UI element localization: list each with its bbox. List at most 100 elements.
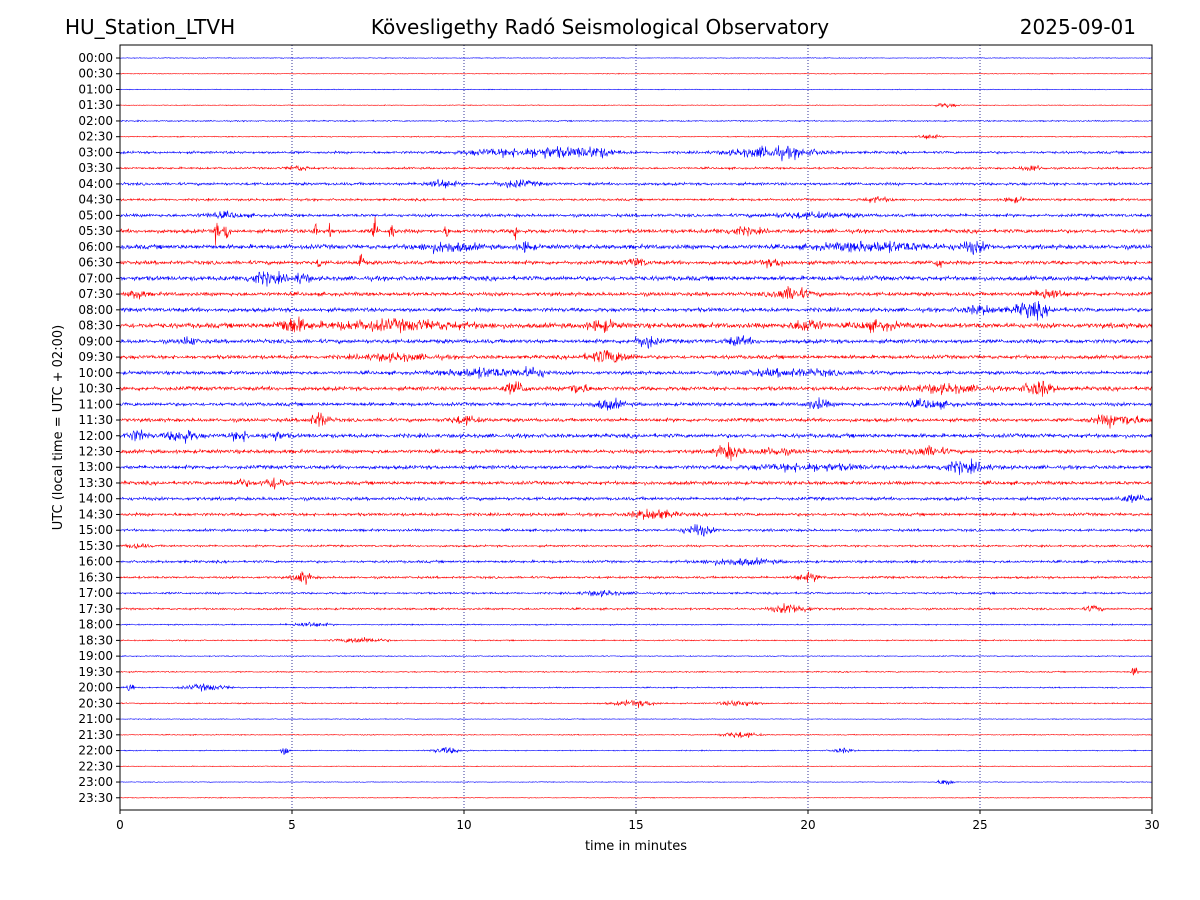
trace-row-0330 [119, 164, 1153, 172]
row-label: 09:00 [78, 334, 113, 348]
row-label: 22:30 [78, 759, 113, 773]
trace-row-0900 [119, 335, 1153, 349]
row-label: 16:30 [78, 570, 113, 584]
trace-row-1000 [119, 365, 1153, 379]
trace-row-0100 [119, 88, 1153, 91]
row-label: 04:30 [78, 193, 113, 207]
trace-row-1930 [119, 667, 1153, 676]
row-label: 06:00 [78, 240, 113, 254]
row-label: 17:30 [78, 602, 113, 616]
row-label: 14:00 [78, 492, 113, 506]
row-label: 01:00 [78, 82, 113, 96]
row-label: 15:00 [78, 523, 113, 537]
trace-row-1800 [119, 621, 1153, 628]
observatory-title: Kövesligethy Radó Seismological Observat… [370, 15, 830, 39]
row-label: 19:30 [78, 665, 113, 679]
trace-row-1100 [119, 397, 1153, 411]
trace-row-1200 [119, 429, 1153, 444]
x-tick-label: 15 [628, 818, 643, 832]
y-axis-label: UTC (local time = UTC + 02:00) [51, 325, 66, 530]
trace-row-0400 [119, 178, 1153, 189]
row-label: 20:00 [78, 681, 113, 695]
trace-row-1630 [119, 571, 1153, 585]
row-label: 02:30 [78, 130, 113, 144]
row-label: 21:30 [78, 728, 113, 742]
row-label: 03:00 [78, 145, 113, 159]
trace-row-1600 [119, 557, 1153, 567]
seismic-traces [119, 57, 1153, 799]
trace-row-2000 [119, 682, 1153, 692]
trace-row-0200 [119, 119, 1153, 123]
x-tick-label: 0 [116, 818, 124, 832]
row-label: 10:00 [78, 366, 113, 380]
trace-row-2100 [119, 717, 1153, 721]
row-label: 00:00 [78, 51, 113, 65]
row-label: 23:00 [78, 775, 113, 789]
row-label: 18:30 [78, 633, 113, 647]
x-tick-label: 20 [800, 818, 815, 832]
x-tick-label: 5 [288, 818, 296, 832]
plot-frame [119, 44, 1153, 811]
trace-row-0500 [119, 210, 1153, 220]
row-label: 20:30 [78, 696, 113, 710]
row-label: 11:00 [78, 397, 113, 411]
trace-row-2230 [119, 765, 1153, 768]
date-title: 2025-09-01 [1019, 15, 1136, 39]
row-label: 04:00 [78, 177, 113, 191]
trace-row-2300 [119, 779, 1153, 786]
trace-row-1500 [119, 524, 1153, 537]
row-label: 01:30 [78, 98, 113, 112]
row-label: 05:00 [78, 208, 113, 222]
row-label: 21:00 [78, 712, 113, 726]
trace-row-0030 [119, 72, 1153, 75]
row-label: 18:00 [78, 618, 113, 632]
trace-row-2200 [119, 746, 1153, 755]
grid-lines [291, 45, 981, 810]
row-label: 14:30 [78, 507, 113, 521]
row-label: 16:00 [78, 555, 113, 569]
row-label: 07:30 [78, 287, 113, 301]
trace-row-2130 [119, 731, 1153, 739]
row-label: 06:30 [78, 256, 113, 270]
trace-row-1330 [119, 477, 1153, 490]
row-label: 08:00 [78, 303, 113, 317]
trace-row-0930 [119, 350, 1153, 363]
trace-row-1900 [119, 654, 1153, 658]
trace-row-0530 [119, 216, 1153, 246]
row-label: 09:30 [78, 350, 113, 364]
trace-row-1530 [119, 543, 1153, 550]
row-label: 22:00 [78, 744, 113, 758]
x-tick-label: 10 [456, 818, 471, 832]
x-tick-label: 25 [972, 818, 987, 832]
x-tick-label: 30 [1144, 818, 1159, 832]
row-label: 19:00 [78, 649, 113, 663]
row-label: 00:30 [78, 67, 113, 81]
row-label: 03:30 [78, 161, 113, 175]
trace-row-1030 [119, 380, 1153, 397]
trace-row-0000 [119, 57, 1153, 59]
trace-row-2330 [119, 796, 1153, 799]
trace-row-0300 [119, 145, 1153, 162]
row-label: 05:30 [78, 224, 113, 238]
trace-row-0730 [119, 285, 1153, 300]
x-axis-label: time in minutes [585, 839, 687, 854]
station-title: HU_Station_LTVH [65, 15, 236, 39]
trace-row-0600 [119, 240, 1153, 256]
row-label: 08:30 [78, 319, 113, 333]
trace-row-1700 [119, 589, 1153, 598]
row-label: 07:00 [78, 271, 113, 285]
row-label: 17:00 [78, 586, 113, 600]
trace-row-1400 [119, 494, 1153, 504]
row-label: 10:30 [78, 382, 113, 396]
row-label: 15:30 [78, 539, 113, 553]
row-label: 13:00 [78, 460, 113, 474]
trace-row-0830 [119, 316, 1153, 334]
trace-row-0130 [119, 102, 1153, 108]
trace-row-1130 [119, 412, 1153, 429]
trace-row-1300 [119, 458, 1153, 476]
row-label: 11:30 [78, 413, 113, 427]
trace-row-1230 [119, 442, 1153, 462]
row-label: 13:30 [78, 476, 113, 490]
